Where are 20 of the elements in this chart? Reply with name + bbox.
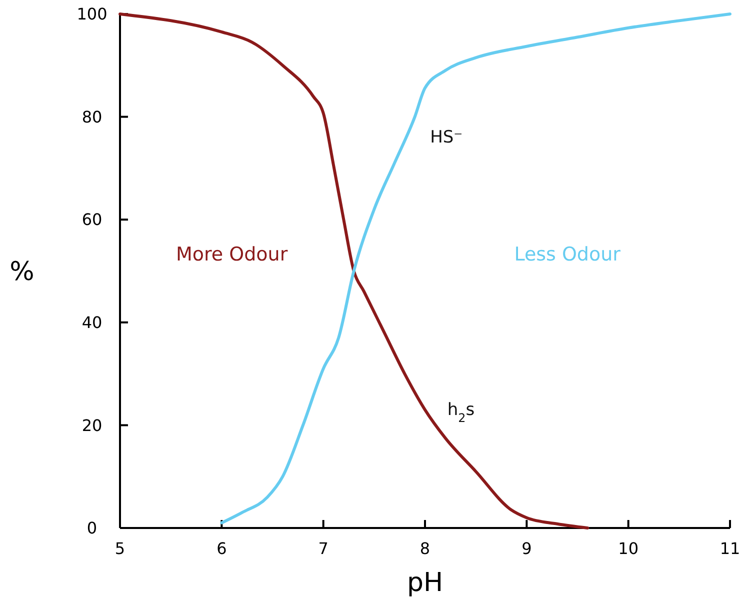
annotation: Less Odour [514, 244, 621, 266]
annotation: More Odour [176, 244, 288, 266]
x-tick-label: 8 [420, 539, 430, 558]
x-tick-label: 6 [216, 539, 227, 558]
x-tick-label: 11 [720, 539, 740, 558]
x-tick-label: 10 [618, 539, 639, 558]
series-label: h$_{2}$s [447, 400, 475, 425]
y-tick-label: 100 [76, 4, 108, 24]
x-axis-title: pH [406, 568, 444, 598]
y-tick-label: 80 [82, 107, 102, 126]
x-tick-label: 5 [114, 539, 126, 558]
series-label: HS⁻ [430, 128, 463, 148]
y-axis-title: % [10, 257, 34, 288]
y-tick-label: 60 [82, 210, 102, 230]
line-series [220, 12, 732, 524]
y-tick-label: 0 [86, 518, 98, 538]
y-tick-label: 20 [82, 416, 102, 435]
x-tick-label: 7 [318, 539, 328, 558]
x-tick-label: 9 [522, 539, 532, 558]
y-tick-label: 40 [82, 313, 102, 332]
